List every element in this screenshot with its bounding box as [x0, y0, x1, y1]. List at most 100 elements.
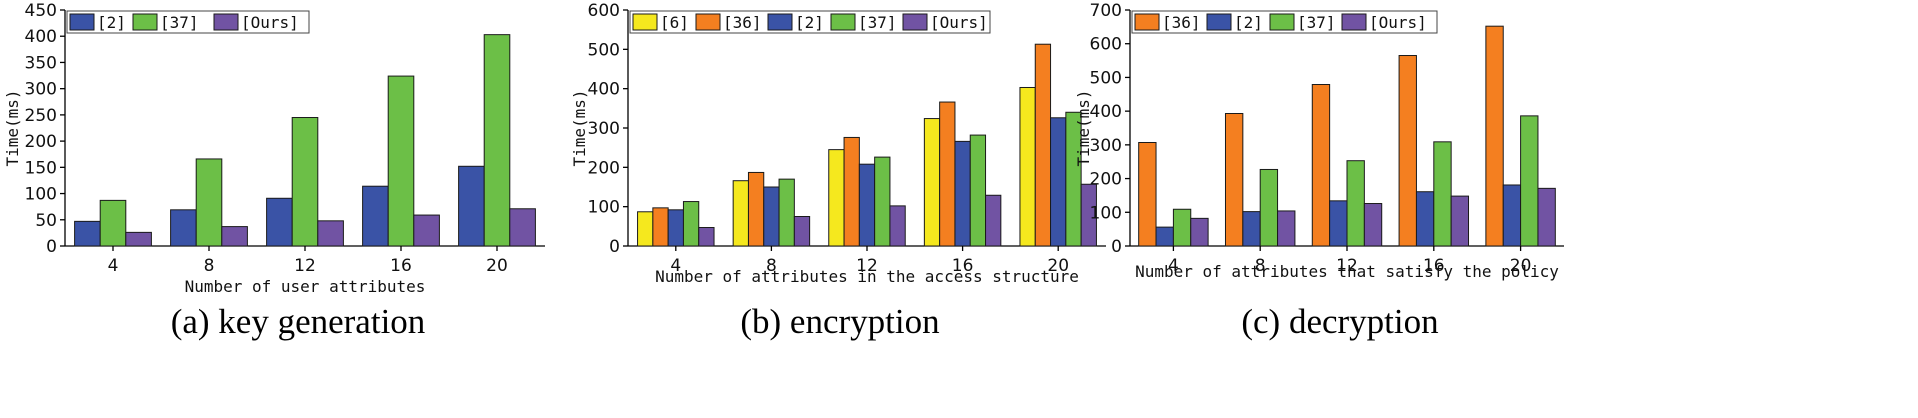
- bar-2-8: [170, 209, 197, 247]
- x-tick-label: 20: [1047, 256, 1069, 276]
- y-tick-label: 0: [1111, 237, 1122, 257]
- y-tick-label: 500: [588, 40, 620, 60]
- legend-swatch: [695, 13, 721, 31]
- x-axis-title: Number of attributes in the access struc…: [655, 267, 1079, 286]
- bar-36-8: [1224, 113, 1244, 247]
- legend-swatch: [632, 13, 658, 31]
- bar-ours-16: [985, 194, 1002, 247]
- bar-37-12: [1346, 160, 1365, 247]
- x-tick-label: 4: [1168, 256, 1179, 276]
- bar-2-20: [458, 165, 485, 247]
- bar-37-16: [387, 75, 415, 247]
- bar-ours-20: [509, 208, 536, 247]
- bar-36-12: [843, 136, 860, 247]
- y-tick-label: 50: [35, 211, 57, 231]
- x-tick-label: 20: [1510, 256, 1532, 276]
- bar-2-20: [1050, 117, 1067, 247]
- y-tick-label: 500: [1090, 68, 1122, 88]
- bar-37-12: [291, 117, 319, 247]
- bar-37-4: [99, 199, 127, 247]
- x-tick-label: 16: [1423, 256, 1445, 276]
- bar-ours-12: [889, 205, 906, 247]
- y-tick-label: 300: [25, 80, 57, 100]
- y-tick-label: 200: [1090, 170, 1122, 190]
- y-axis-title: Time(ms): [3, 89, 22, 166]
- y-tick-label: 0: [609, 237, 620, 257]
- x-tick-label: 4: [108, 256, 119, 276]
- y-tick-label: 400: [25, 27, 57, 47]
- bar-2-12: [266, 197, 293, 247]
- bar-ours-4: [698, 227, 715, 247]
- x-axis-title: Number of attributes that satisfy the po…: [1135, 262, 1559, 281]
- bar-37-8: [195, 158, 223, 247]
- chart-caption: (b) encryption: [740, 302, 939, 341]
- bar-ours-20: [1080, 183, 1097, 247]
- y-tick-label: 600: [588, 1, 620, 21]
- legend-swatch: [1206, 13, 1232, 31]
- legend-label: [2]: [97, 13, 126, 32]
- y-tick-label: 200: [588, 158, 620, 178]
- bar-2-4: [74, 220, 101, 247]
- legend: [2] [37] [Ours]: [66, 10, 310, 34]
- legend-label: [2]: [795, 13, 824, 32]
- bar-2-12: [1329, 200, 1348, 247]
- y-tick-label: 300: [588, 119, 620, 139]
- bar-ours-20: [1537, 187, 1556, 247]
- bar-ours-12: [317, 220, 344, 247]
- bar-37-8: [1259, 168, 1279, 247]
- chart-caption: (c) decryption: [1241, 302, 1438, 341]
- y-tick-label: 200: [25, 132, 57, 152]
- y-tick-label: 600: [1090, 35, 1122, 55]
- bar-2-4: [667, 209, 684, 247]
- y-tick-label: 350: [25, 53, 57, 73]
- bar-6-8: [732, 180, 749, 247]
- bar-36-8: [747, 171, 765, 247]
- bar-2-20: [1502, 184, 1522, 247]
- bar-6-16: [923, 118, 941, 247]
- y-axis-title: Time(ms): [570, 89, 589, 166]
- bar-6-4: [637, 211, 654, 247]
- y-tick-label: 100: [25, 185, 57, 205]
- x-tick-label: 20: [486, 256, 508, 276]
- legend-swatch: [213, 13, 239, 31]
- legend-swatch: [902, 13, 928, 31]
- bar-2-4: [1155, 226, 1174, 247]
- legend-label: [37]: [858, 13, 897, 32]
- x-tick-label: 12: [856, 256, 878, 276]
- x-tick-label: 16: [390, 256, 412, 276]
- y-tick-label: 250: [25, 106, 57, 126]
- bar-ours-8: [221, 226, 248, 247]
- legend-swatch: [767, 13, 793, 31]
- bar-36-4: [1138, 141, 1157, 247]
- bar-36-4: [652, 207, 669, 247]
- y-tick-label: 700: [1090, 1, 1122, 21]
- bar-ours-8: [1277, 210, 1296, 247]
- x-tick-label: 8: [766, 256, 777, 276]
- bar-36-12: [1311, 84, 1331, 247]
- x-tick-label: 8: [1255, 256, 1266, 276]
- legend-swatch: [132, 13, 158, 31]
- legend-swatch: [1341, 13, 1367, 31]
- y-tick-label: 300: [1090, 136, 1122, 156]
- y-tick-label: 150: [25, 158, 57, 178]
- chart-caption: (a) key generation: [171, 302, 426, 341]
- legend-swatch: [1269, 13, 1295, 31]
- x-tick-label: 8: [204, 256, 215, 276]
- y-axis-title: Time(ms): [1074, 89, 1093, 166]
- legend: [6] [36] [2] [37] [Ours]: [629, 10, 991, 34]
- y-tick-label: 450: [25, 1, 57, 21]
- chart-panel-1: 0 50 100 150 200 250 300 350 400 450 4 8 12 16 20 Numbe…: [3, 1, 545, 341]
- bar-36-20: [1485, 25, 1504, 247]
- bar-2-16: [954, 140, 971, 247]
- y-tick-label: 0: [46, 237, 57, 257]
- y-tick-label: 100: [1090, 203, 1122, 223]
- bar-ours-12: [1363, 203, 1383, 247]
- legend-swatch: [69, 13, 95, 31]
- bar-37-20: [483, 34, 511, 247]
- bar-37-16: [969, 134, 987, 247]
- legend-label: [37]: [1297, 13, 1336, 32]
- bar-2-8: [1242, 211, 1261, 247]
